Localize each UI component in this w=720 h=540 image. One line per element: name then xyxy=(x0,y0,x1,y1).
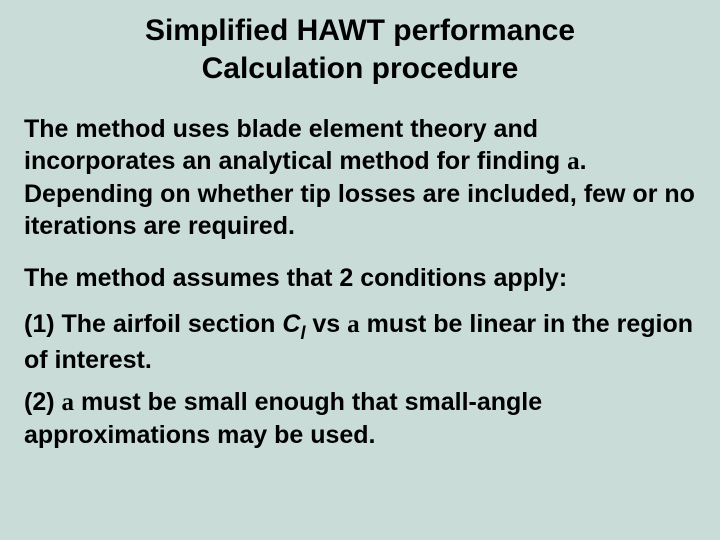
p1-text-1: The method uses blade element theory and… xyxy=(24,115,567,175)
p2-text: The method assumes that 2 conditions app… xyxy=(24,264,567,292)
p3-text-2: vs xyxy=(305,310,347,338)
p4-text-1: (2) xyxy=(24,388,62,416)
paragraph-intro: The method uses blade element theory and… xyxy=(24,113,696,242)
title-line-1: Simplified HAWT performance xyxy=(145,14,575,47)
paragraph-condition-2: (2) a must be small enough that small-an… xyxy=(24,386,696,451)
paragraph-conditions-heading: The method assumes that 2 conditions app… xyxy=(24,262,696,294)
paragraph-condition-1: (1) The airfoil section Cl vs a must be … xyxy=(24,308,696,376)
alpha-symbol: a xyxy=(62,389,75,416)
alpha-symbol: a xyxy=(567,148,580,175)
p4-text-2: must be small enough that small-angle ap… xyxy=(24,388,542,449)
title-line-2: Calculation procedure xyxy=(202,52,519,85)
alpha-symbol: a xyxy=(347,311,360,338)
cl-C: C xyxy=(282,310,300,338)
slide: Simplified HAWT performance Calculation … xyxy=(0,0,720,540)
p3-text-1: (1) The airfoil section xyxy=(24,310,282,338)
cl-l-subscript: l xyxy=(300,323,305,343)
slide-title: Simplified HAWT performance Calculation … xyxy=(24,12,696,87)
